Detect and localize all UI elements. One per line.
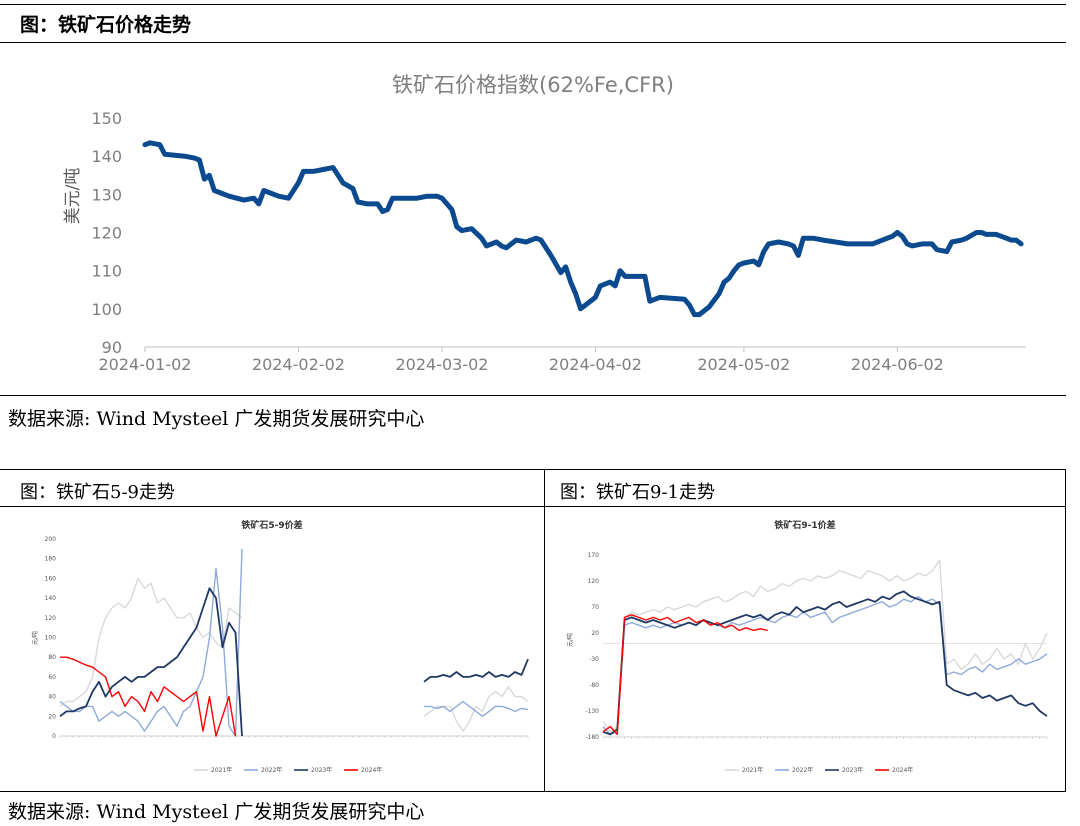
y-tick-label: 140	[91, 147, 122, 166]
legend-label: 2023年	[842, 766, 863, 774]
y-tick-label: 130	[91, 185, 122, 204]
chart-title: 铁矿石价格指数(62%Fe,CFR)	[392, 73, 674, 97]
y-tick-label: 120	[588, 578, 600, 585]
y-axis-label: 美元/吨	[63, 168, 83, 225]
legend-label: 2022年	[261, 766, 282, 774]
series-lines	[59, 548, 529, 737]
y-axis-ticks: -180 -130 -80 -30 20 70 120 170	[585, 552, 599, 741]
y-axis-ticks: 0 20 40 60 80 100 120 140 160 180 200	[45, 536, 57, 740]
y-tick-label: 120	[45, 615, 57, 622]
legend: 2021年 2022年 2023年 2024年	[194, 766, 382, 774]
y-tick-label: -180	[585, 734, 599, 741]
legend-label: 2021年	[211, 766, 232, 774]
top-source-note: 数据来源: Wind Mysteel 广发期货发展研究中心	[8, 408, 425, 430]
y-tick-label: 200	[45, 536, 57, 543]
x-tick-label: 2024-05-02	[697, 355, 790, 374]
top-border	[0, 4, 1066, 5]
series-lines	[602, 559, 1048, 736]
grid-top-border	[0, 469, 1066, 470]
y-tick-label: -30	[589, 656, 599, 663]
x-tick-label: 2024-01-02	[99, 355, 192, 374]
series-line-2024年	[60, 656, 237, 737]
y-tick-label: 180	[45, 556, 57, 563]
top-bottom-border	[0, 395, 1066, 396]
grid-bottom-border	[0, 791, 1066, 792]
figure-title: 图：铁矿石价格走势	[20, 14, 192, 36]
y-tick-label: 100	[45, 635, 57, 642]
x-axis-ticks	[59, 735, 529, 738]
y-tick-label: 20	[591, 630, 599, 637]
legend-label: 2024年	[361, 766, 382, 774]
y-tick-label: 90	[102, 338, 122, 357]
grid-caption-divider	[0, 506, 1066, 507]
y-tick-label: 70	[591, 604, 599, 611]
y-tick-label: 170	[588, 552, 600, 559]
y-tick-label: 160	[45, 575, 57, 582]
y-tick-label: 150	[91, 109, 122, 128]
y-axis-ticks: 90 100 110 120 130 140 150	[91, 109, 122, 357]
x-axis-ticks: 2024-01-02 2024-02-02 2024-03-02 2024-04-02…	[99, 347, 944, 374]
y-tick-label: -80	[589, 682, 599, 689]
legend-label: 2024年	[892, 766, 913, 774]
legend-label: 2023年	[311, 766, 332, 774]
series-line-2021年	[59, 577, 529, 732]
title-divider	[0, 42, 1066, 43]
y-tick-label: 20	[48, 713, 56, 720]
grid-right-border	[1065, 469, 1066, 791]
series-line-2023年	[59, 587, 529, 737]
y-axis-label: 元/吨	[566, 633, 574, 647]
series-line-2022年	[602, 595, 1048, 736]
x-tick-label: 2024-04-02	[549, 355, 642, 374]
legend: 2021年 2022年 2023年 2024年	[725, 766, 913, 774]
series-line-2021年	[602, 559, 1048, 733]
left-chart-caption: 图：铁矿石5-9走势	[20, 482, 175, 503]
right-chart-caption: 图：铁矿石9-1走势	[560, 482, 715, 503]
y-tick-label: -130	[585, 708, 599, 715]
bottom-source-note: 数据来源: Wind Mysteel 广发期货发展研究中心	[8, 801, 425, 823]
chart-title: 铁矿石5-9价差	[241, 519, 302, 531]
spread-5-9-chart: 铁矿石5-9价差 元/吨 0 20 40 60 80 100 120 140 160 180 200…	[31, 519, 529, 774]
legend-label: 2022年	[792, 766, 813, 774]
spread-9-1-chart: 铁矿石9-1价差 元/吨 -180 -130 -80 -30 20 70 120 170 20…	[566, 519, 1048, 774]
legend-label: 2021年	[742, 766, 763, 774]
chart-title: 铁矿石9-1价差	[774, 519, 835, 531]
y-tick-label: 80	[48, 654, 56, 661]
series-line-2024年	[602, 614, 768, 736]
price-series-line	[142, 140, 1024, 318]
y-axis-label: 元/吨	[31, 631, 39, 645]
x-tick-label: 2024-06-02	[851, 355, 944, 374]
y-tick-label: 60	[48, 674, 56, 681]
y-tick-label: 120	[91, 224, 122, 243]
x-axis-ticks	[602, 642, 1048, 739]
y-tick-label: 140	[45, 595, 57, 602]
y-tick-label: 40	[48, 694, 56, 701]
grid-middle-divider	[544, 469, 545, 791]
y-tick-label: 0	[52, 733, 56, 740]
x-tick-label: 2024-02-02	[252, 355, 345, 374]
y-tick-label: 110	[91, 262, 122, 281]
series-line-2022年	[59, 548, 529, 737]
y-tick-label: 100	[91, 300, 122, 319]
iron-ore-price-chart: 铁矿石价格指数(62%Fe,CFR) 美元/吨 90 100 110 120 130 14…	[63, 73, 1026, 374]
x-tick-label: 2024-03-02	[395, 355, 488, 374]
series-line-2023年	[602, 590, 1048, 736]
